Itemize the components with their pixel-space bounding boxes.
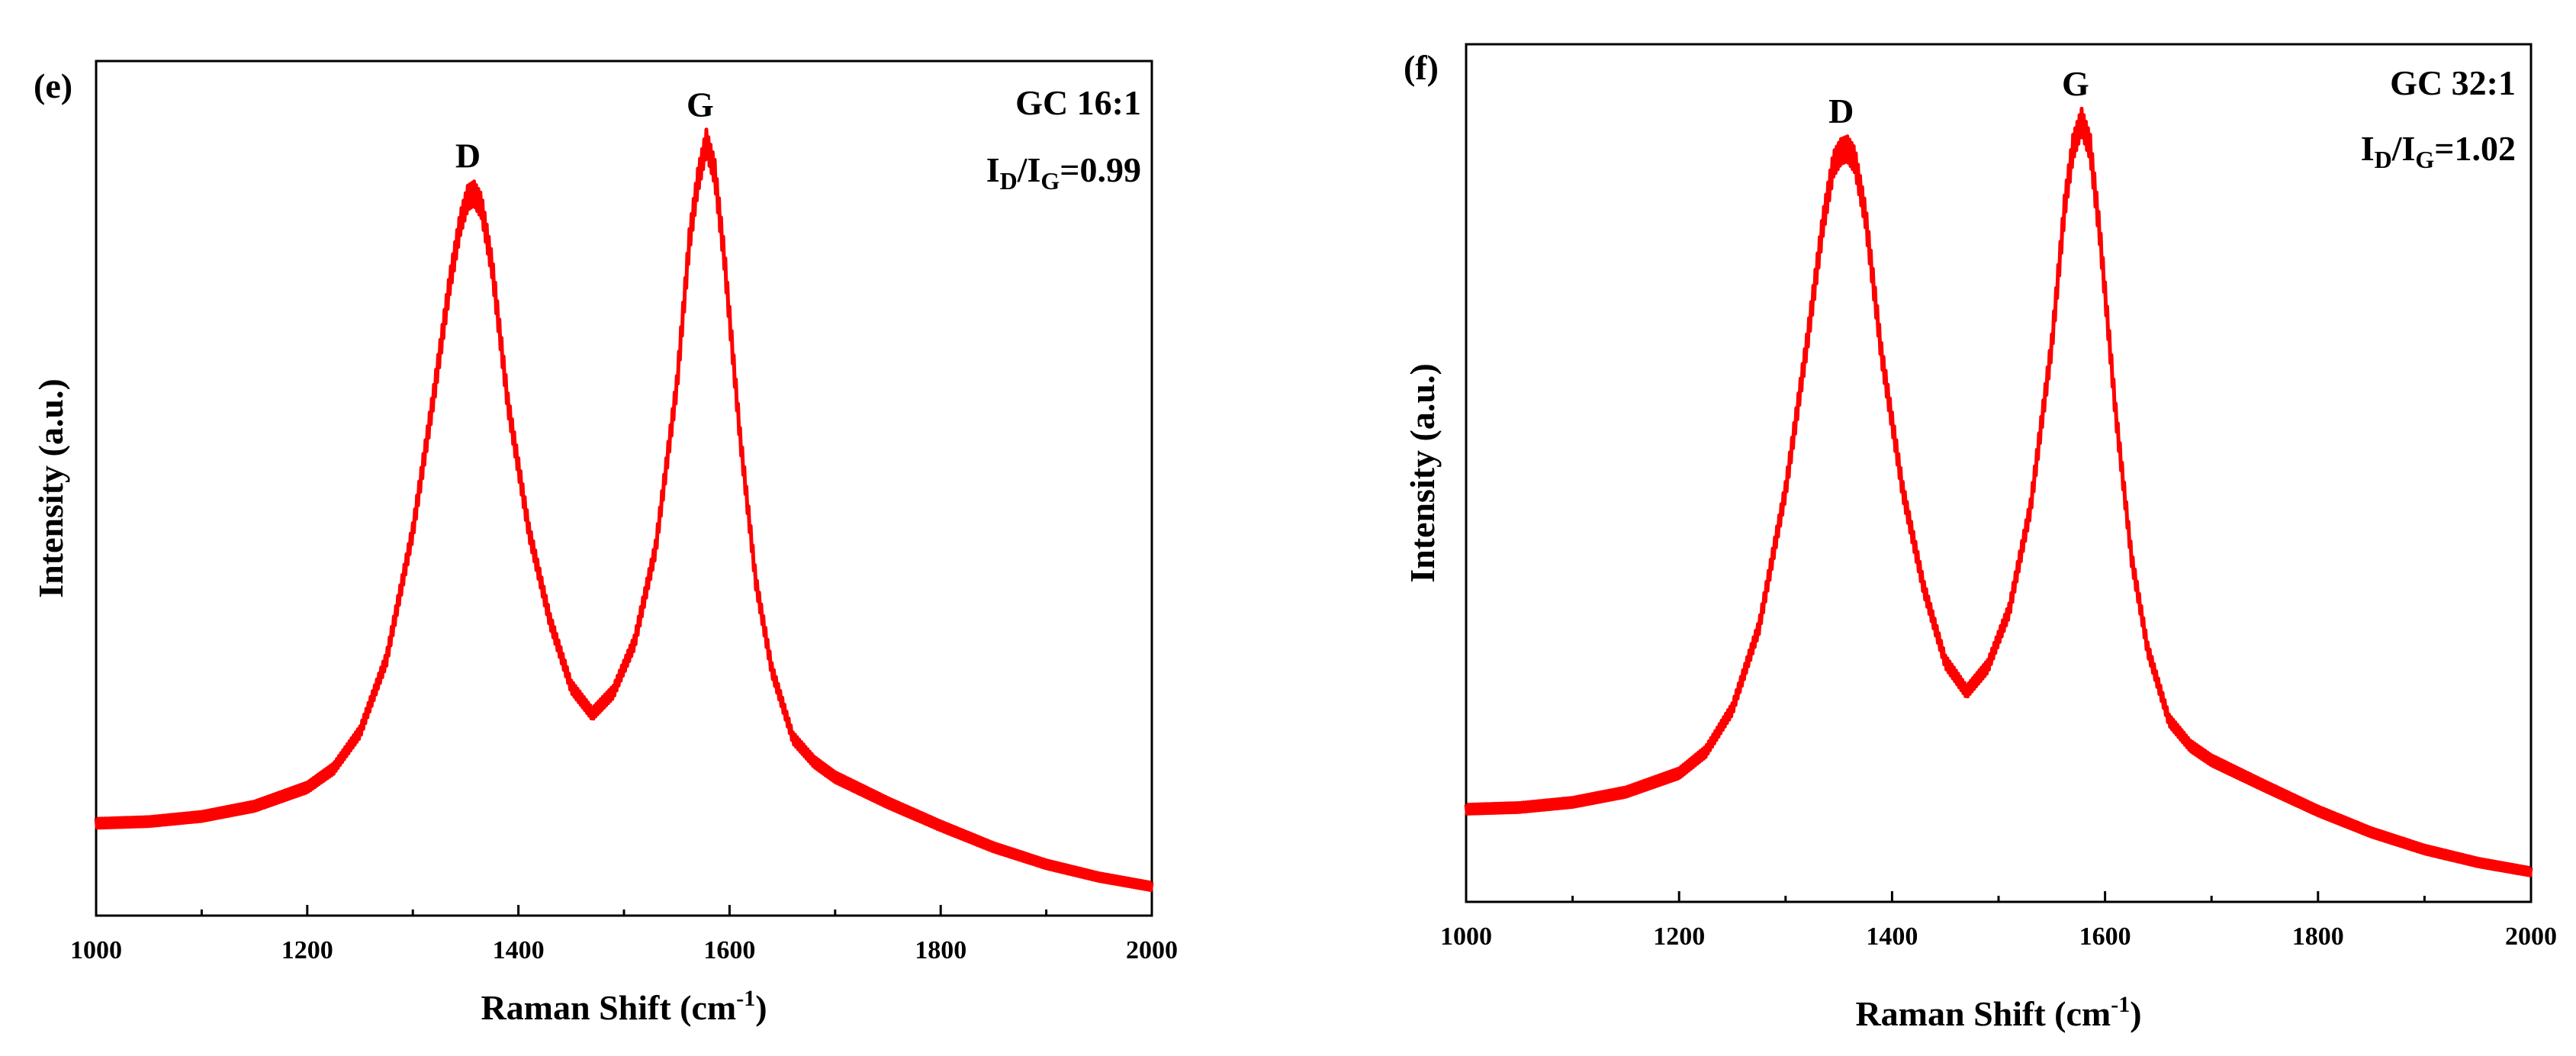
x-tick-label: 1000 <box>70 936 122 964</box>
spectrum-line <box>1464 106 2533 877</box>
x-tick-label: 1200 <box>281 936 333 964</box>
id-ig-ratio: ID/IG=0.99 <box>986 150 1141 195</box>
x-tick-marks <box>1465 891 2533 902</box>
x-axis-label: Raman Shift (cm-1) <box>481 986 767 1027</box>
x-tick-label: 1800 <box>2292 922 2344 951</box>
x-tick-label: 1800 <box>915 936 966 964</box>
peak-label-d: D <box>1828 92 1854 130</box>
peak-label-g: G <box>687 85 714 124</box>
x-tick-labels: 1000 1200 1400 1600 1800 2000 <box>1440 922 2557 951</box>
sample-label: GC 32:1 <box>2390 63 2516 102</box>
x-tick-label: 1600 <box>703 936 755 964</box>
x-tick-marks <box>95 905 1153 916</box>
x-tick-label: 1200 <box>1653 922 1705 951</box>
x-tick-label: 1400 <box>1866 922 1918 951</box>
x-tick-label: 2000 <box>2505 922 2557 951</box>
plot-frame <box>1465 43 2533 903</box>
panel-f: (f) 1000 1200 1400 1600 1800 2000 Raman … <box>1403 43 2557 1033</box>
x-tick-label: 1000 <box>1440 922 1492 951</box>
peak-label-d: D <box>455 137 481 175</box>
id-ig-ratio: ID/IG=1.02 <box>2361 129 2516 173</box>
panel-label: (f) <box>1404 48 1439 87</box>
sample-label: GC 16:1 <box>1015 83 1141 122</box>
y-axis-label: Intensity (a.u.) <box>31 378 70 598</box>
plot-frame <box>95 60 1153 917</box>
peak-label-g: G <box>2062 64 2089 103</box>
x-axis-label: Raman Shift (cm-1) <box>1855 992 2141 1033</box>
x-tick-label: 1600 <box>2079 922 2131 951</box>
spectrum-line <box>94 127 1154 893</box>
x-tick-labels: 1000 1200 1400 1600 1800 2000 <box>70 936 1178 964</box>
y-axis-label: Intensity (a.u.) <box>1403 363 1442 583</box>
x-tick-label: 1400 <box>493 936 545 964</box>
panel-label: (e) <box>34 66 72 105</box>
panel-e: (e) 1000 1200 1400 1600 1800 2000 Raman … <box>31 60 1178 1027</box>
x-tick-label: 2000 <box>1126 936 1178 964</box>
